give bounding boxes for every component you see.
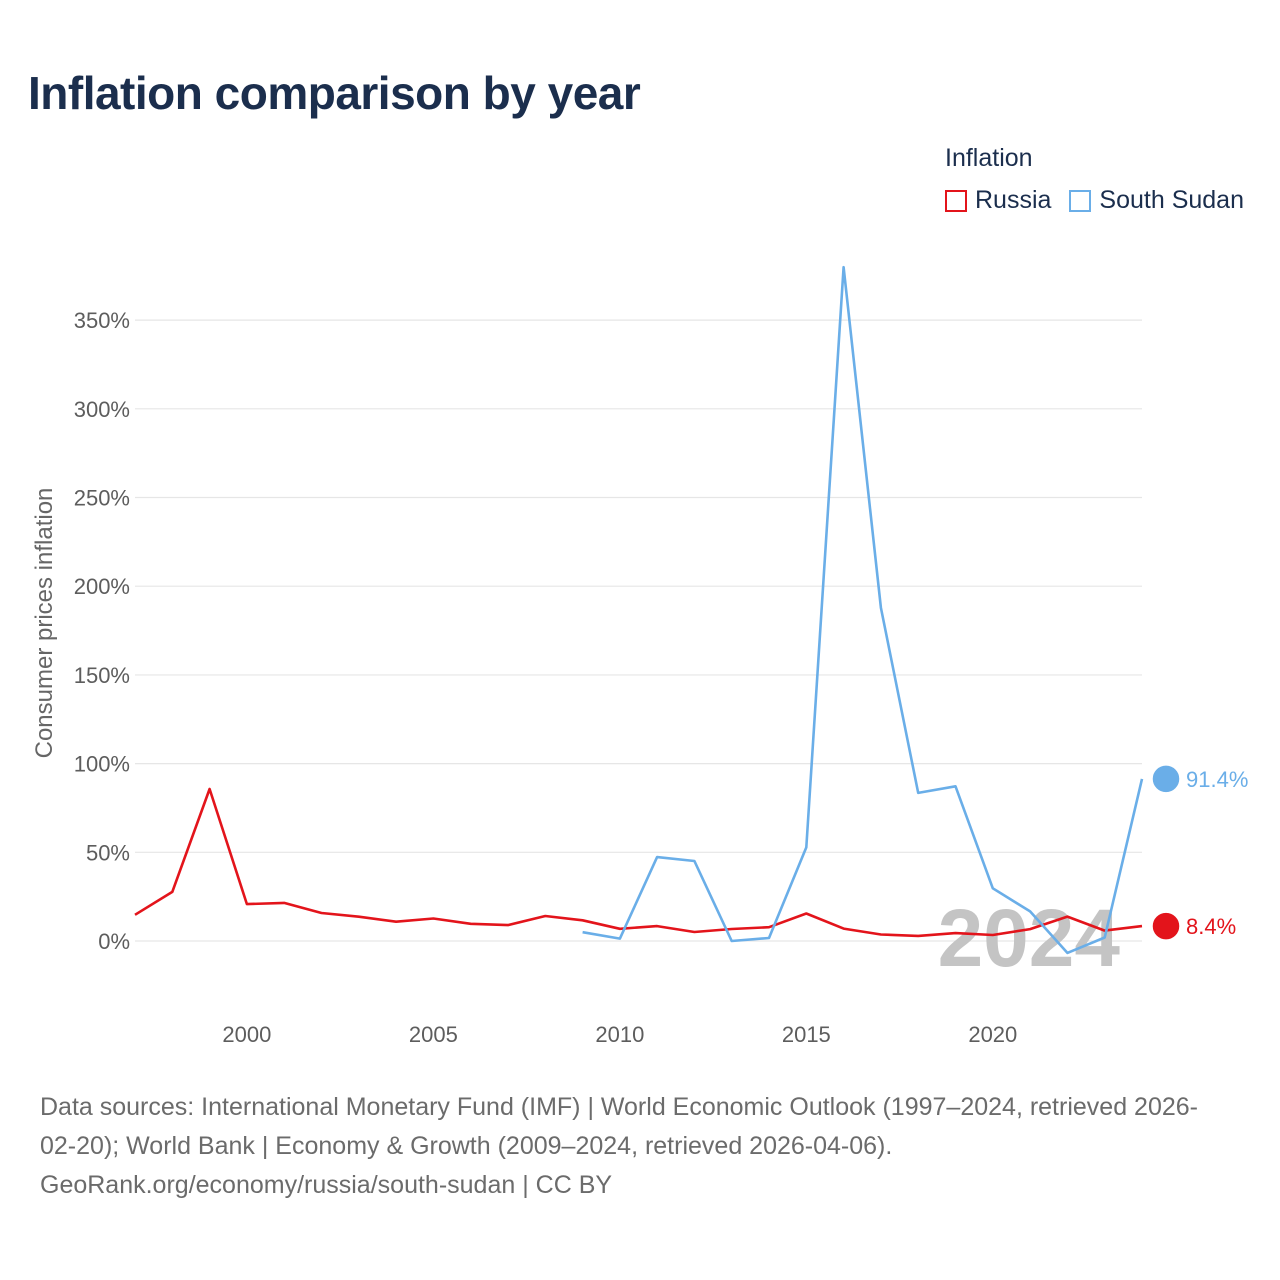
legend-swatch-south-sudan [1069,189,1092,212]
series-lines [134,265,1144,955]
footer-credit-line[interactable]: GeoRank.org/economy/russia/south-sudan |… [40,1171,613,1199]
series-line-south-sudan [582,265,1144,955]
y-tick-label: 200% [74,574,130,599]
y-tick-label: 150% [74,663,130,688]
footer-source-line-2: 02-20); World Bank | Economy & Growth (2… [40,1132,893,1160]
gridlines [135,319,1142,942]
y-tick-label: 100% [74,752,130,777]
end-value-label-russia: 8.4% [1186,914,1236,939]
y-axis-label: Consumer prices inflation [31,488,58,759]
series-line-russia [134,787,1143,938]
legend-item-south-sudan[interactable]: South Sudan [1069,186,1244,215]
y-tick-label: 300% [74,397,130,422]
legend-label-south-sudan: South Sudan [1099,186,1244,214]
y-tick-label: 250% [74,486,130,511]
legend-item-russia[interactable]: Russia [945,186,1051,215]
x-tick-label: 2015 [782,1022,831,1047]
legend-label-russia: Russia [975,186,1052,214]
legend-swatch-russia [945,189,967,212]
x-tick-label: 2020 [968,1022,1017,1047]
flag-marker-russia [1151,911,1181,941]
y-tick-label: 350% [74,308,130,333]
footer: Data sources: International Monetary Fun… [40,1088,1250,1205]
legend: Russia South Sudan [945,186,1262,215]
x-axis-ticks: 2000 2005 2010 2015 2020 [222,1022,1017,1047]
x-tick-label: 2005 [409,1022,458,1047]
end-value-label-south-sudan: 91.4% [1186,767,1248,792]
y-axis-ticks: 0% 50% 100% 150% 200% 250% 300% 350% [74,308,130,954]
y-tick-label: 0% [98,929,130,954]
series-end-markers: 8.4% 91.4% [1151,764,1248,941]
chart-title: Inflation comparison by year [28,67,641,119]
flag-marker-south-sudan [1151,764,1181,794]
footer-source-line-1: Data sources: International Monetary Fun… [40,1093,1198,1121]
x-tick-label: 2000 [222,1022,271,1047]
x-tick-label: 2010 [595,1022,644,1047]
y-tick-label: 50% [86,840,130,865]
legend-title: Inflation [945,144,1033,172]
year-watermark: 2024 [938,893,1121,984]
